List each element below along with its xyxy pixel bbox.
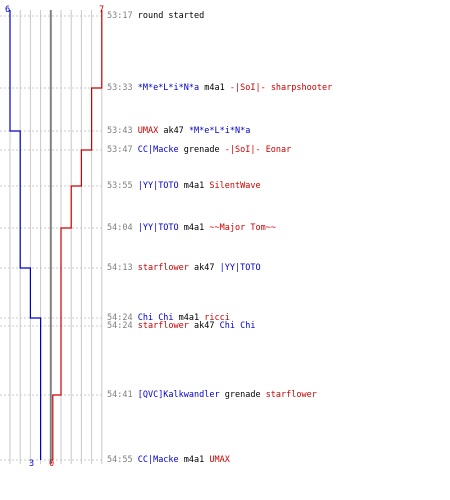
event-player-blue: *M*e*L*i*N*a xyxy=(188,126,251,136)
event-row: 54:04 |YY|TOTO m4a1 ~~Major Tom~~ xyxy=(107,223,276,233)
event-player-blue: Chi Chi xyxy=(219,321,256,331)
event-player-blue: CC|Macke xyxy=(137,145,179,155)
blue-team-alive-series xyxy=(9,10,42,460)
event-player-blue: [QVC]Kalkwandler xyxy=(137,390,220,400)
survivor-timeline-chart xyxy=(0,10,104,464)
event-player-red: UMAX xyxy=(209,455,230,465)
event-row: 53:47 CC|Macke grenade -|SoI|- Eonar xyxy=(107,145,291,155)
event-weapon: ak47 xyxy=(194,263,215,273)
event-time: 53:47 xyxy=(107,145,133,155)
blue-end-count: 3 xyxy=(29,459,35,469)
event-player-blue: *M*e*L*i*N*a xyxy=(137,83,200,93)
blue-start-count: 6 xyxy=(5,5,11,15)
event-player-blue: Chi Chi xyxy=(137,313,174,323)
event-time: 54:41 xyxy=(107,390,133,400)
red-team-alive-series xyxy=(52,10,103,460)
event-player-red: UMAX xyxy=(137,126,159,136)
event-row: 53:33 *M*e*L*i*N*a m4a1 -|SoI|- sharpsho… xyxy=(107,83,332,93)
event-weapon: m4a1 xyxy=(183,223,205,233)
event-player-red: starflower xyxy=(137,263,189,273)
event-player-red: -|SoI|- sharpshooter xyxy=(229,83,333,93)
event-player-red: starflower xyxy=(265,390,317,400)
event-row: 53:55 |YY|TOTO m4a1 SilentWave xyxy=(107,181,261,191)
event-row: 53:43 UMAX ak47 *M*e*L*i*N*a xyxy=(107,126,250,136)
event-weapon: m4a1 xyxy=(178,313,200,323)
event-time: 54:04 xyxy=(107,223,133,233)
event-weapon: m4a1 xyxy=(204,83,225,93)
event-weapon: grenade xyxy=(224,390,261,400)
event-weapon: round started xyxy=(137,11,205,21)
event-time: 53:55 xyxy=(107,181,133,191)
event-weapon: ak47 xyxy=(194,321,215,331)
event-player-red: -|SoI|- Eonar xyxy=(224,145,292,155)
event-time: 54:24 xyxy=(107,321,133,331)
event-time: 54:13 xyxy=(107,263,133,273)
event-time: 54:55 xyxy=(107,455,133,465)
event-player-blue: CC|Macke xyxy=(137,455,179,465)
event-player-blue: |YY|TOTO xyxy=(137,181,179,191)
event-weapon: m4a1 xyxy=(183,455,205,465)
event-row: 54:41 [QVC]Kalkwandler grenade starflowe… xyxy=(107,390,317,400)
event-row: 54:24 starflower ak47 Chi Chi xyxy=(107,321,255,331)
event-time: 53:17 xyxy=(107,11,133,21)
event-player-blue: |YY|TOTO xyxy=(137,223,179,233)
red-start-count: 7 xyxy=(99,5,105,15)
event-row: 54:13 starflower ak47 |YY|TOTO xyxy=(107,263,261,273)
event-time: 53:43 xyxy=(107,126,133,136)
event-weapon: m4a1 xyxy=(183,181,205,191)
event-weapon: ak47 xyxy=(163,126,184,136)
event-time: 53:33 xyxy=(107,83,133,93)
event-player-red: ricci xyxy=(204,313,230,323)
event-row: 54:24 Chi Chi m4a1 ricci xyxy=(107,313,230,323)
red-end-count: 0 xyxy=(49,459,55,469)
event-row: 53:17 round started xyxy=(107,11,204,21)
event-player-red: ~~Major Tom~~ xyxy=(209,223,276,233)
event-player-blue: |YY|TOTO xyxy=(219,263,261,273)
event-row: 54:55 CC|Macke m4a1 UMAX xyxy=(107,455,230,465)
event-player-red: SilentWave xyxy=(209,181,261,191)
event-player-red: starflower xyxy=(137,321,189,331)
event-time: 54:24 xyxy=(107,313,133,323)
event-weapon: grenade xyxy=(183,145,220,155)
